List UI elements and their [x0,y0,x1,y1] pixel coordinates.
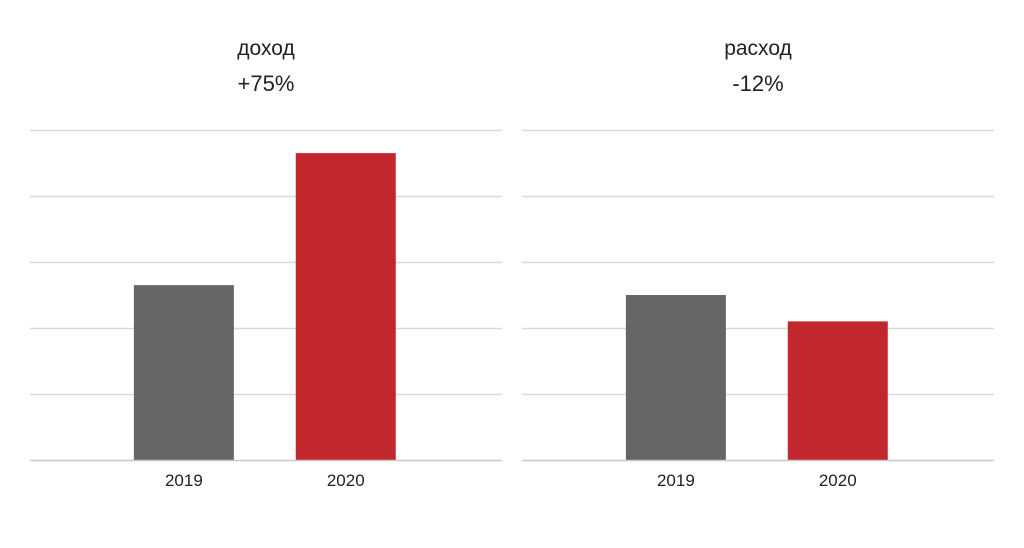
bar-plot-expense: 2019 2020 [522,129,994,490]
chart-title: расход [724,37,792,60]
x-tick-label: 2020 [819,471,857,490]
chart-panel-expense: расход -12% 2019 2020 [522,0,994,548]
bar-2019 [625,295,726,460]
x-tick-label: 2020 [327,471,365,490]
bar-plot-income: 2019 2020 [30,129,502,490]
bar-2020 [787,321,888,460]
chart-title: доход [237,37,295,60]
chart-subtitle: +75% [237,71,295,96]
bar-2019 [133,285,234,460]
x-tick-label: 2019 [657,471,695,490]
x-tick-label: 2019 [165,471,203,490]
chart-panel-income: доход +75% 2019 2020 [30,0,502,548]
bar-2020 [295,153,396,460]
chart-subtitle: -12% [732,71,784,96]
